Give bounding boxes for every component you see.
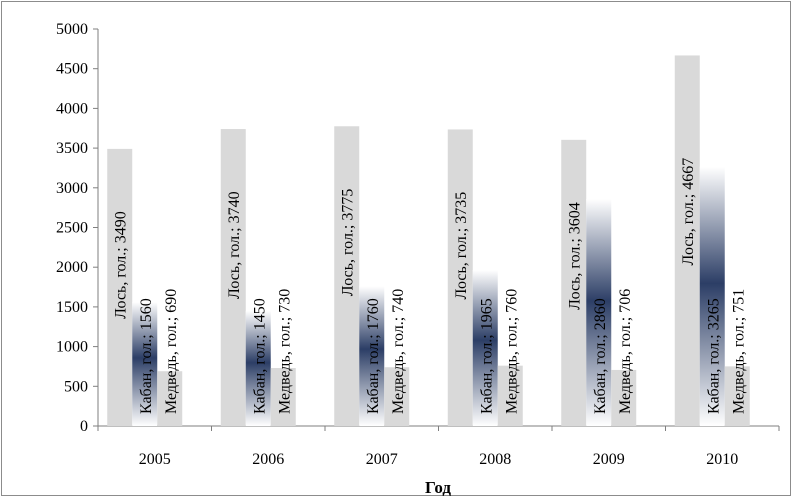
moose-bar (220, 129, 246, 426)
boar-data-label: Кабан, гол.; 1965 (478, 298, 495, 414)
y-tick-label: 5000 (56, 21, 88, 38)
moose-bar (334, 126, 360, 426)
moose-data-label: Лось, гол.; 3490 (113, 211, 130, 319)
moose-bar (447, 129, 473, 426)
y-tick-label: 3500 (56, 140, 88, 157)
y-tick-label: 4000 (56, 100, 88, 117)
y-tick-label: 500 (64, 378, 88, 395)
moose-bar (561, 139, 587, 426)
x-tick-label: 2006 (252, 451, 284, 468)
moose-data-label: Лось, гол.; 3740 (226, 191, 243, 299)
boar-bar (586, 198, 612, 426)
bear-data-label: Медведь, гол.; 740 (390, 289, 407, 414)
x-tick-label: 2007 (366, 451, 398, 468)
boar-bar (245, 310, 271, 426)
y-tick-label: 0 (80, 418, 88, 435)
boar-bar (699, 166, 725, 426)
moose-data-label: Лось, гол.; 3775 (340, 189, 357, 297)
y-tick-label: 2500 (56, 220, 88, 237)
moose-bar (107, 148, 133, 427)
bear-bar (497, 365, 523, 426)
boar-data-label: Кабан, гол.; 1760 (365, 298, 382, 414)
bear-bar (724, 366, 750, 426)
y-tick-label: 2000 (56, 259, 88, 276)
moose-data-label: Лось, гол.; 3735 (453, 192, 470, 300)
x-tick-label: 2008 (479, 451, 511, 468)
x-axis-title: Год (425, 478, 451, 497)
bear-data-label: Медведь, гол.; 706 (617, 289, 634, 414)
bear-data-label: Медведь, гол.; 730 (276, 289, 293, 414)
bear-bar (157, 371, 183, 426)
y-tick-label: 4500 (56, 61, 88, 78)
data-labels: Лось, гол.; 3490 Кабан, гол.; 1560 Медведь… (113, 158, 748, 414)
y-tick-label: 3000 (56, 180, 88, 197)
bear-data-label: Медведь, гол.; 690 (163, 289, 180, 414)
boar-bar (472, 269, 498, 426)
boar-data-label: Кабан, гол.; 1450 (251, 298, 268, 414)
moose-data-label: Лось, гол.; 4667 (680, 158, 697, 266)
bars (107, 55, 750, 427)
axes (93, 28, 780, 431)
boar-data-label: Кабан, гол.; 1560 (138, 298, 155, 414)
bear-data-label: Медведь, гол.; 751 (730, 289, 747, 414)
boar-data-label: Кабан, гол.; 3265 (705, 298, 722, 414)
bear-bar (384, 367, 410, 426)
boar-bar (132, 302, 158, 426)
x-tick-label: 2009 (593, 451, 625, 468)
y-tick-label: 1500 (56, 299, 88, 316)
moose-bar (674, 55, 700, 427)
x-tick-label: 2005 (139, 451, 171, 468)
x-tick-label: 2010 (706, 451, 738, 468)
tick-labels: 0 500 1000 1500 2000 2500 3000 3500 4000 4500 5000… (56, 21, 738, 468)
bear-bar (270, 368, 296, 426)
bear-bar (611, 369, 637, 426)
bear-data-label: Медведь, гол.; 760 (503, 289, 520, 414)
boar-data-label: Кабан, гол.; 2860 (592, 298, 609, 414)
moose-data-label: Лось, гол.; 3604 (567, 202, 584, 310)
y-tick-label: 1000 (56, 339, 88, 356)
boar-bar (359, 286, 385, 426)
